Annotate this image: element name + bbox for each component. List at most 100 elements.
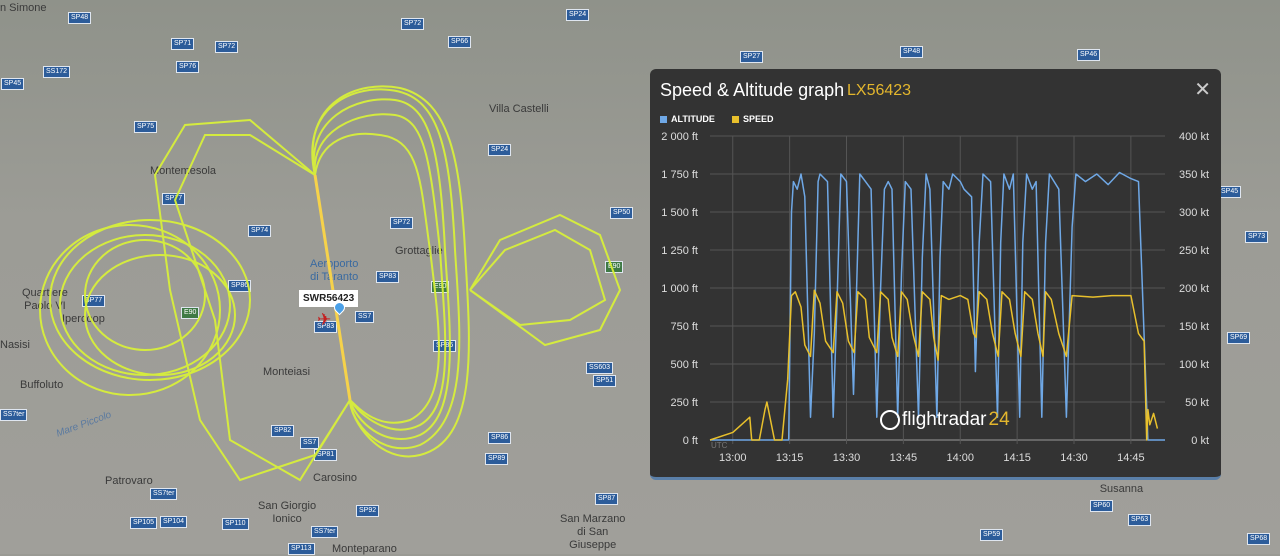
y-left-tick: 1 250 ft	[661, 245, 698, 257]
place-label: San Marzano di San Giuseppe	[560, 513, 626, 551]
road-shield: SP69	[1227, 332, 1251, 344]
road-shield: SP59	[980, 529, 1004, 541]
road-shield: SS603	[586, 362, 614, 374]
y-left-tick: 1 750 ft	[661, 169, 698, 181]
y-left-tick: 1 000 ft	[661, 283, 698, 295]
aircraft-icon[interactable]: ✈	[317, 310, 332, 330]
place-label: San Giorgio Ionico	[258, 500, 317, 525]
altitude-series-line	[710, 171, 1165, 441]
road-shield: SP51	[593, 375, 617, 387]
flight-number: LX56423	[847, 82, 912, 99]
road-shield: E90	[181, 307, 200, 319]
road-shield: SS172	[43, 66, 71, 78]
road-shield: SP48	[68, 12, 92, 24]
road-shield: SP72	[215, 41, 239, 53]
speed-swatch	[732, 115, 739, 123]
road-shield: SS7ter	[311, 526, 339, 538]
place-label: Carosino	[313, 472, 358, 484]
road-shield: SP72	[390, 217, 414, 229]
road-shield: SP72	[401, 18, 425, 30]
place-label: Ipercoop	[62, 313, 105, 325]
x-tick: 14:00	[946, 452, 974, 464]
road-shield: SP82	[271, 425, 295, 437]
road-shield: SP83	[314, 321, 338, 333]
x-tick: 13:15	[776, 452, 804, 464]
y-right-tick: 150 kt	[1179, 321, 1209, 333]
x-tick: 14:15	[1003, 452, 1031, 464]
x-tick: 14:45	[1117, 452, 1145, 464]
aircraft-callsign-label[interactable]: SWR56423	[299, 290, 359, 307]
road-shield: SP104	[160, 516, 188, 528]
road-shield: SS7ter	[150, 488, 178, 500]
road-shield: SP76	[176, 61, 200, 73]
legend-speed[interactable]: SPEED	[732, 114, 774, 124]
road-shield: SP89	[485, 453, 509, 465]
place-label: Monteiasi	[263, 366, 311, 378]
y-right-tick: 300 kt	[1179, 207, 1209, 219]
x-tick: 13:45	[890, 452, 918, 464]
road-shield: SP63	[1128, 514, 1152, 526]
road-shield: SP68	[1247, 533, 1271, 545]
y-right-tick: 100 kt	[1179, 359, 1209, 371]
x-tick: 13:30	[833, 452, 861, 464]
y-right-tick: 350 kt	[1179, 169, 1209, 181]
place-label: Nasisi	[0, 339, 30, 351]
road-shield: SP86	[488, 432, 512, 444]
road-shield: SP86	[228, 280, 252, 292]
place-label: Patrovaro	[105, 475, 153, 487]
speed-series-line	[709, 289, 1159, 441]
y-left-tick: 2 000 ft	[661, 131, 698, 143]
speed-altitude-chart[interactable]: 0 ft 0 kt 250 ft 50 kt 500 ft 100 kt 750 ft 150…	[650, 69, 1221, 480]
road-shield: SP45	[1, 78, 25, 90]
y-right-tick: 0 kt	[1191, 435, 1209, 447]
road-shield: SP50	[610, 207, 634, 219]
road-shield: SP83	[376, 271, 400, 283]
road-shield: SS7	[300, 437, 320, 449]
road-shield: SP60	[1090, 500, 1114, 512]
road-shield: SP66	[448, 36, 472, 48]
y-right-tick: 400 kt	[1179, 131, 1209, 143]
road-shield: SP92	[356, 505, 380, 517]
y-right-tick: 250 kt	[1179, 245, 1209, 257]
legend-altitude[interactable]: ALTITUDE	[660, 114, 715, 124]
legend-altitude-label: ALTITUDE	[671, 114, 715, 124]
road-shield: SP24	[488, 144, 512, 156]
road-shield: SP77	[162, 193, 186, 205]
y-left-tick: 1 500 ft	[661, 207, 698, 219]
road-shield: SP48	[900, 46, 924, 58]
road-shield: SP105	[130, 517, 158, 529]
y-left-tick: 750 ft	[670, 321, 698, 333]
road-shield: SP75	[134, 121, 158, 133]
road-shield: SP110	[222, 518, 249, 530]
panel-title: Speed & Altitude graph	[660, 80, 845, 100]
x-tick: 13:00	[719, 452, 747, 464]
radar-logo-icon	[880, 410, 900, 430]
road-shield: SS7ter	[0, 409, 28, 421]
road-shield: SP71	[171, 38, 195, 50]
road-shield: SP46	[1077, 49, 1101, 61]
road-shield: SP45	[1218, 186, 1242, 198]
speed-altitude-panel: Speed & Altitude graph LX56423 ✕ ALTITUD…	[650, 69, 1221, 480]
watermark-suffix: 24	[988, 409, 1010, 430]
place-label: Villa Castelli	[489, 103, 549, 115]
altitude-swatch	[660, 115, 667, 123]
y-left-tick: 500 ft	[670, 359, 698, 371]
road-shield: SS7	[355, 311, 375, 323]
flightradar24-watermark: flightradar 24	[880, 409, 1010, 431]
y-right-tick: 200 kt	[1179, 283, 1209, 295]
place-label: Montemesola	[150, 165, 217, 177]
x-axis-label: UTC	[711, 441, 728, 450]
road-shield: SP27	[740, 51, 764, 63]
watermark-text: flightradar	[902, 409, 987, 430]
legend-speed-label: SPEED	[743, 114, 774, 124]
place-label: Buffoluto	[20, 379, 64, 391]
road-shield: SP73	[1245, 231, 1269, 243]
place-label: Monteparano	[332, 543, 397, 555]
y-right-tick: 50 kt	[1185, 397, 1209, 409]
x-tick: 14:30	[1060, 452, 1088, 464]
road-shield: SP87	[595, 493, 619, 505]
close-button[interactable]: ✕	[1194, 77, 1211, 101]
y-left-tick: 0 ft	[683, 435, 698, 447]
y-left-tick: 250 ft	[670, 397, 698, 409]
